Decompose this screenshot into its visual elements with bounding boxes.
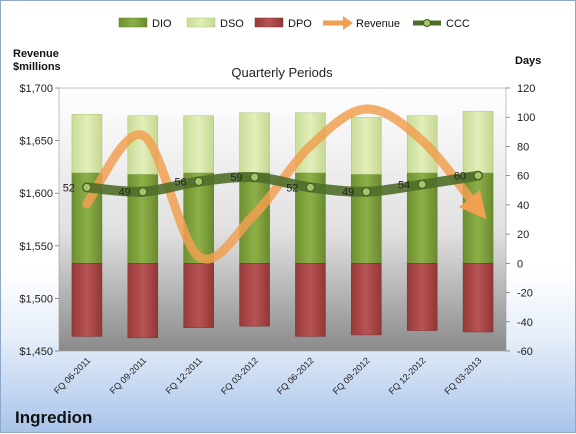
ccc-data-label: 59 xyxy=(230,172,242,184)
legend-label-ccc: CCC xyxy=(446,18,470,30)
x-tick-label: FQ 12-2012 xyxy=(387,355,428,396)
dso-bar xyxy=(71,114,103,173)
x-tick-label: FQ 03-2012 xyxy=(219,355,260,396)
right-tick-label: -20 xyxy=(517,288,533,300)
ccc-line xyxy=(81,170,484,197)
dso-bar xyxy=(351,116,382,175)
bars-layer xyxy=(71,111,494,339)
left-axis: $1,450 $1,500 $1,550 $1,600 $1,650 $1,700 xyxy=(19,83,59,358)
dpo-bar xyxy=(127,263,159,339)
left-tick-label: $1,650 xyxy=(19,136,53,148)
dio-bar xyxy=(462,172,494,264)
right-tick-label: 40 xyxy=(517,200,529,212)
ccc-point xyxy=(250,172,260,182)
x-tick-label: FQ 06-2012 xyxy=(275,355,316,396)
dso-bar xyxy=(183,115,214,173)
ccc-point xyxy=(194,177,204,187)
ccc-point xyxy=(138,187,148,197)
legend-label-revenue: Revenue xyxy=(356,18,400,30)
dpo-bar xyxy=(351,263,382,336)
x-tick-label: FQ 09-2012 xyxy=(331,355,372,396)
ccc-data-label: 60 xyxy=(454,171,466,183)
ccc-point xyxy=(82,182,92,192)
right-tick-label: 60 xyxy=(517,171,529,183)
ccc-data-label: 52 xyxy=(63,182,75,194)
legend: DIO DSO DPO Revenue CCC xyxy=(118,16,470,30)
x-tick-label: FQ 03-2013 xyxy=(442,355,483,396)
left-axis-title-line2: $millions xyxy=(13,61,61,73)
left-tick-label: $1,500 xyxy=(19,293,53,305)
ccc-data-label: 49 xyxy=(342,187,354,199)
ccc-legend-marker xyxy=(423,19,431,27)
plot-area xyxy=(58,87,507,352)
ccc-point xyxy=(305,182,315,192)
dso-legend-swatch xyxy=(186,17,216,28)
chart-title: Quarterly Periods xyxy=(231,65,333,80)
legend-label-dpo: DPO xyxy=(288,18,312,30)
right-tick-label: -40 xyxy=(517,317,533,329)
dso-bar xyxy=(239,112,270,173)
x-tick-label: FQ 09-2011 xyxy=(108,355,149,396)
dpo-legend-swatch xyxy=(254,17,284,28)
right-tick-label: -60 xyxy=(517,346,533,358)
dpo-bar xyxy=(183,263,214,328)
right-tick-label: 20 xyxy=(517,229,529,241)
right-tick-label: 100 xyxy=(517,112,535,124)
company-label: Ingredion xyxy=(15,408,92,427)
right-axis: -60 -40 -20 0 20 40 60 80 100 120 xyxy=(506,83,535,358)
dso-bar xyxy=(462,111,494,173)
ccc-data-label: 52 xyxy=(286,182,298,194)
lines-layer: 52 49 56 59 52 49 54 60 xyxy=(63,104,487,264)
x-axis: FQ 06-2011 FQ 09-2011 FQ 12-2011 FQ 03-2012… xyxy=(52,355,484,396)
ccc-point xyxy=(361,187,371,197)
dpo-bar xyxy=(239,263,270,327)
dpo-bar xyxy=(71,263,103,337)
legend-label-dso: DSO xyxy=(220,18,244,30)
right-tick-label: 0 xyxy=(517,258,523,270)
left-tick-label: $1,600 xyxy=(19,188,53,200)
ccc-point xyxy=(473,171,483,181)
x-tick-label: FQ 06-2011 xyxy=(52,355,93,396)
revenue-legend-arrowhead xyxy=(343,16,353,30)
left-axis-title: Revenue $millions xyxy=(13,48,62,73)
left-tick-label: $1,450 xyxy=(19,346,53,358)
right-tick-label: 120 xyxy=(517,83,535,95)
right-axis-title: Days xyxy=(515,55,541,67)
dio-legend-swatch xyxy=(118,17,148,28)
left-tick-label: $1,550 xyxy=(19,241,53,253)
ccc-data-label: 54 xyxy=(398,179,410,191)
left-tick-label: $1,700 xyxy=(19,83,53,95)
x-tick-label: FQ 12-2011 xyxy=(164,355,205,396)
right-tick-label: 80 xyxy=(517,141,529,153)
legend-label-dio: DIO xyxy=(152,18,172,30)
left-axis-title-line1: Revenue xyxy=(13,48,59,60)
revenue-line xyxy=(82,104,487,264)
ccc-data-label: 56 xyxy=(174,177,186,189)
ccc-point xyxy=(417,179,427,189)
dpo-bar xyxy=(295,263,326,337)
ccc-data-label: 49 xyxy=(119,187,131,199)
dpo-bar xyxy=(462,263,494,333)
dpo-bar xyxy=(406,263,438,331)
